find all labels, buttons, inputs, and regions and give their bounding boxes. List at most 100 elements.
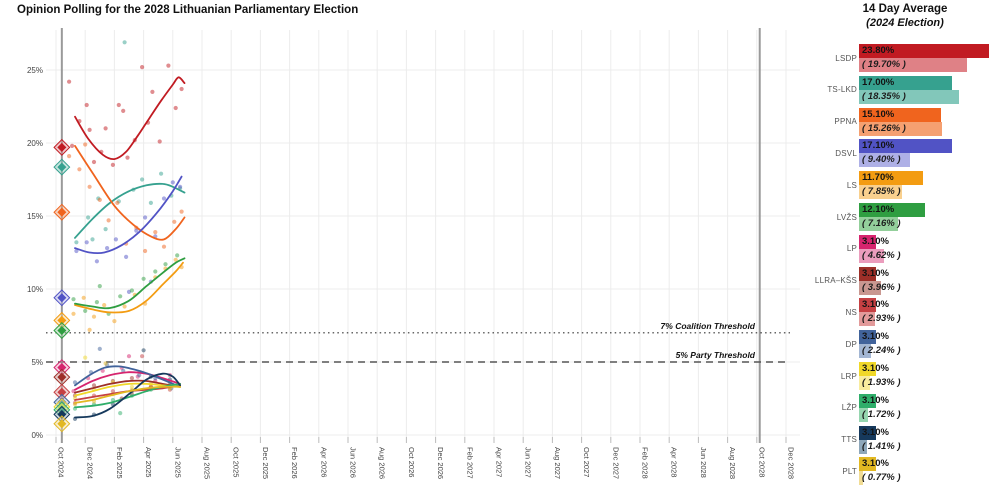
election-result-marker-PLT [57,419,67,429]
poll-point-TS-LKD [148,200,153,205]
poll-point-PPNA [143,248,148,254]
poll-point-LVŽS [153,269,158,274]
legend-bars: 3.10% ( 4.62% ) [859,234,901,263]
avg-bar: 3.10% [859,234,889,249]
x-tick-label: Oct 2028 [757,447,766,477]
avg-bar: 3.10% [859,393,889,408]
poll-point-LP [126,354,132,359]
poll-point-NS [140,354,145,359]
legend-party-name: LS [846,180,857,190]
poll-point-LŽP [118,411,123,416]
election-2024-bar: ( 7.16% ) [859,217,901,231]
legend-party-name: TTS [841,435,857,445]
poll-point-PPNA [115,200,120,205]
election-2024-value: ( 2.24% ) [862,345,901,357]
legend-bars: 17.00% ( 18.35% ) [859,75,960,104]
election-2024-value: ( 9.40% ) [862,154,901,166]
poll-point-LRP [83,355,88,360]
poll-point-DSVL [143,215,148,220]
avg-bar: 3.10% [859,266,889,281]
legend-bars: 17.10% ( 9.40% ) [859,139,953,168]
poll-point-LS [81,295,86,300]
legend-bars: 3.10% ( 1.93% ) [859,362,901,390]
poll-point-LSDP [84,102,89,108]
trend-line-LRP [74,382,181,397]
avg-bar: 23.80% [859,44,989,58]
page-title: Opinion Polling for the 2028 Lithuanian … [17,4,359,16]
election-2024-value: ( 1.93% ) [862,377,901,388]
poll-point-DSVL [105,246,110,251]
poll-point-LSDP [140,65,145,70]
legend-bars: 3.10% ( 2.24% ) [859,330,901,359]
poll-point-PPNA [77,167,82,172]
election-result-marker-NS [57,387,67,397]
avg-value: 3.10% [862,426,889,438]
poll-point-LS [102,303,107,308]
trend-line-LVŽS [74,257,186,310]
poll-point-TTS [141,348,146,353]
avg-value: 3.10% [862,394,889,406]
legend-subtitle: (2024 Election) [866,17,944,29]
poll-point-TS-LKD [74,240,79,245]
poll-point-LSDP [157,139,162,144]
poll-point-LSDP [121,108,126,113]
legend-row-LRP: LRP 3.10% ( 1.93% ) [810,362,1000,390]
legend-party-name: PPNA [834,117,857,127]
avg-bar: 3.10% [859,330,889,345]
election-2024-bar: ( 2.93% ) [859,312,901,327]
x-tick-label: Apr 2025 [144,447,153,477]
poll-point-TS-LKD [122,40,127,45]
poll-point-LS [87,327,92,332]
legend-row-LLRA–KŠS: LLRA–KŠS 3.10% ( 3.96% ) [810,266,1000,295]
x-tick-label: Apr 2028 [670,447,679,477]
threshold-annotation: 5% Party Threshold [676,350,756,360]
x-tick-label: Oct 2026 [407,447,416,477]
avg-value: 23.80% [862,45,895,56]
election-result-marker-PPNA [57,207,67,217]
avg-bar: 11.70% [859,171,923,186]
legend-party-name: LSDP [835,53,857,63]
x-tick-label: Dec 2025 [261,447,270,479]
election-2024-bar: ( 3.96% ) [859,280,901,295]
election-2024-value: ( 7.16% ) [862,218,901,229]
legend-row-LS: LS 11.70% ( 7.85% ) [810,171,1000,200]
election-2024-bar: ( 19.70% ) [859,58,967,72]
poll-point-LSDP [67,79,72,84]
election-2024-value: ( 15.26% ) [862,122,906,134]
legend-row-LVŽS: LVŽS 12.10% ( 7.16% ) [810,203,1000,231]
avg-value: 17.00% [862,76,895,88]
legend-bars: 3.10% ( 2.93% ) [859,298,901,327]
avg-value: 17.10% [862,140,895,152]
election-2024-bar: ( 1.72% ) [859,407,901,422]
avg-bar: 15.10% [859,107,942,122]
polling-chart: Oct 2024 Dec 2024 Feb 2025 Apr 2025 Jun 2025… [27,28,800,479]
avg-value: 3.10% [862,363,889,374]
election-2024-bar: ( 4.62% ) [859,248,901,263]
legend-row-NS: NS 3.10% ( 2.93% ) [810,298,1000,327]
election-result-marker-LVŽS [57,325,67,335]
poll-point-DP [97,346,102,351]
poll-point-LSDP [125,155,130,160]
poll-point-LSDP [110,162,115,167]
legend-bars: 3.10% ( 0.77% ) [859,457,901,486]
poll-point-LSDP [70,143,75,148]
poll-point-LLRA–KŠS [91,383,97,388]
legend-row-TTS: TTS 3.10% ( 1.41% ) [810,425,1000,454]
y-tick-label: 10% [27,285,43,294]
election-2024-value: ( 18.35% ) [862,90,906,102]
election-2024-bar: ( 15.26% ) [859,121,943,136]
x-tick-label: Dec 2028 [787,447,796,479]
x-tick-label: Dec 2024 [86,447,95,479]
avg-value: 15.10% [862,108,895,120]
poll-point-PPNA [97,197,102,202]
legend-panel: 14 Day Average (2024 Election) LSDP 23.80… [810,0,1000,500]
poll-point-DSVL [170,180,175,185]
legend-header: 14 Day Average (2024 Election) [810,3,1000,29]
poll-point-PPNA [161,244,167,249]
poll-point-LLRA–KŠS [129,376,134,381]
legend-row-LP: LP 3.10% ( 4.62% ) [810,234,1000,263]
legend-party-name: NS [845,307,857,317]
x-tick-label: Feb 2028 [641,447,650,479]
trend-line-PPNA [74,145,186,241]
